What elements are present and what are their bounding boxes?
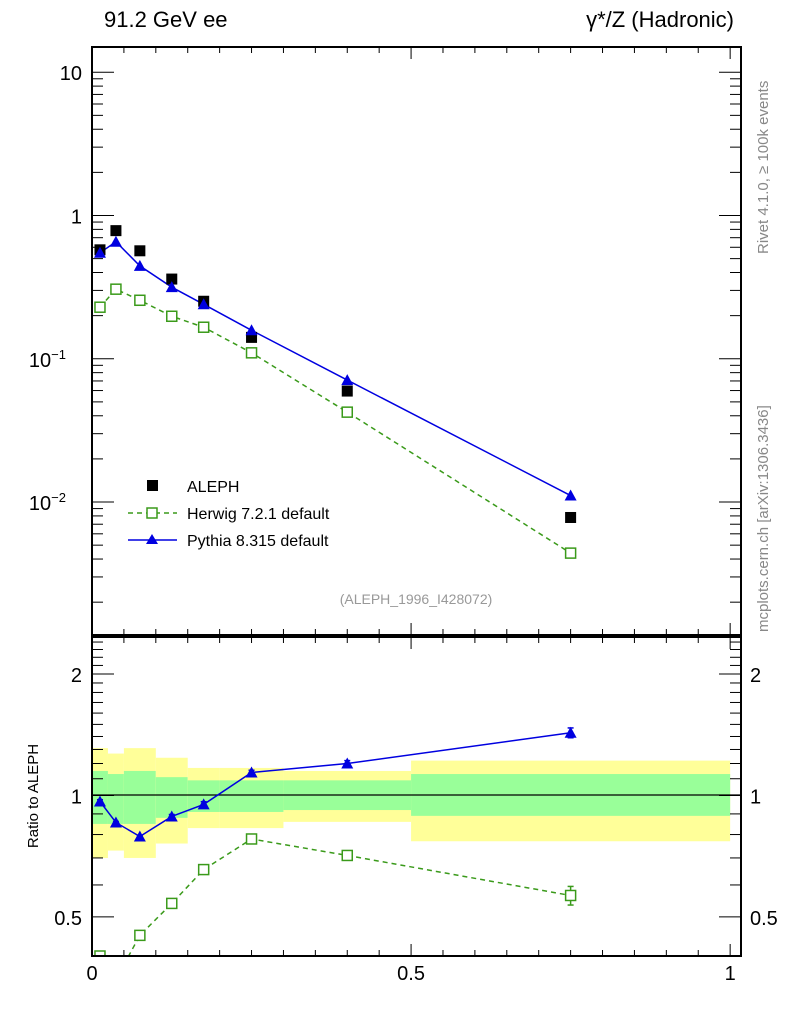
legend-herwig-marker [146, 507, 158, 519]
main-axis-ticks: 10 1 10−1 10−2 [29, 47, 741, 635]
legend-pythia-label: Pythia 8.315 default [187, 533, 329, 550]
main-panel: 10 1 10−1 10−2 (ALEPH_1996_I428072) ALEPH H… [29, 46, 742, 636]
ratio-herwig-point [341, 849, 354, 862]
ratio-frame [91, 636, 742, 957]
ratio-y-axis-label: Ratio to ALEPH [25, 744, 42, 848]
ratio-pythia-point [245, 766, 258, 778]
main-pythia-point [165, 281, 178, 293]
analysis-label: (ALEPH_1996_I428072) [340, 591, 493, 607]
ratio-band-inner [107, 774, 124, 824]
main-aleph-point [246, 331, 258, 343]
header-left-title: 91.2 GeV ee [104, 7, 228, 32]
ratio-herwig-point [94, 950, 106, 956]
main-aleph-point [565, 511, 577, 523]
ratio-pythia-point [341, 757, 354, 769]
main-pythia-point [93, 246, 106, 258]
x-tick-label: 0.5 [397, 963, 425, 985]
y-tick-label-right: 0.5 [750, 908, 778, 930]
y-tick-label: 1 [71, 786, 82, 808]
main-herwig-line [99, 288, 572, 554]
main-aleph-point [134, 245, 146, 257]
main-pythia-point [133, 259, 146, 271]
y-tick-label: 10−2 [29, 490, 66, 515]
ratio-herwig-point [245, 833, 258, 845]
ratio-band-inner [219, 780, 284, 812]
main-pythia-point [564, 489, 577, 501]
main-herwig-point [341, 406, 354, 418]
main-herwig-point [94, 301, 106, 313]
ratio-band-inner [123, 770, 156, 824]
ratio-herwig-point [166, 897, 178, 910]
y-tick-label: 1 [71, 206, 82, 228]
ratio-herwig-point [134, 929, 146, 942]
x-tick-label: 0 [86, 963, 97, 985]
y-tick-label: 0.5 [54, 908, 82, 930]
main-aleph-point [110, 225, 122, 237]
ratio-herwig-line [99, 838, 571, 956]
ratio-herwig-point [564, 889, 577, 902]
ratio-pythia-point [93, 795, 106, 807]
y-tick-label: 10−1 [29, 347, 66, 372]
ratio-pythia-point [564, 726, 577, 738]
main-herwig-point [245, 347, 258, 359]
main-pythia-point [197, 298, 210, 310]
ratio-panel: 0 0.5 1 0.5 0.5 1 1 2 2 Ratio to ALEPH [25, 636, 778, 985]
main-pythia-point [245, 324, 258, 336]
ratio-herwig-point [197, 863, 210, 876]
main-herwig-point [564, 547, 577, 559]
ratio-pythia-point [109, 816, 122, 828]
x-tick-label: 1 [725, 963, 736, 985]
legend: ALEPH Herwig 7.2.1 default Pythia 8.315 … [128, 479, 330, 550]
header-right-title: γ*/Z (Hadronic) [586, 7, 734, 32]
y-tick-label-right: 2 [750, 665, 761, 687]
legend-aleph-marker [147, 480, 158, 491]
y-tick-label-right: 1 [750, 786, 761, 808]
main-data-layer [93, 225, 577, 559]
main-pythia-point [109, 235, 122, 247]
main-herwig-point [166, 310, 178, 323]
ratio-uncertainty-bands [92, 748, 731, 858]
ratio-axis-ticks: 0 0.5 1 0.5 0.5 1 1 2 2 [54, 637, 778, 985]
ratio-pythia-point [165, 810, 178, 822]
main-herwig-point [134, 294, 146, 307]
ratio-pythia-point [197, 798, 210, 810]
mcplots-source-label: mcplots.cern.ch [arXiv:1306.3436] [755, 405, 772, 632]
y-tick-label: 2 [71, 665, 82, 687]
ratio-herwig-point [111, 974, 121, 984]
main-herwig-point [197, 321, 210, 333]
legend-herwig-label: Herwig 7.2.1 default [187, 506, 330, 523]
ratio-data-layer [93, 726, 577, 984]
legend-pythia-marker [146, 534, 158, 544]
main-aleph-point [341, 385, 353, 397]
ratio-pythia-point [133, 830, 146, 842]
main-aleph-point [166, 273, 178, 285]
main-pythia-point [341, 374, 354, 386]
main-frame [91, 46, 742, 636]
y-tick-label: 10 [60, 63, 82, 85]
rivet-version-label: Rivet 4.1.0, ≥ 100k events [755, 81, 772, 254]
legend-aleph-label: ALEPH [187, 479, 239, 496]
main-herwig-point [110, 283, 122, 295]
